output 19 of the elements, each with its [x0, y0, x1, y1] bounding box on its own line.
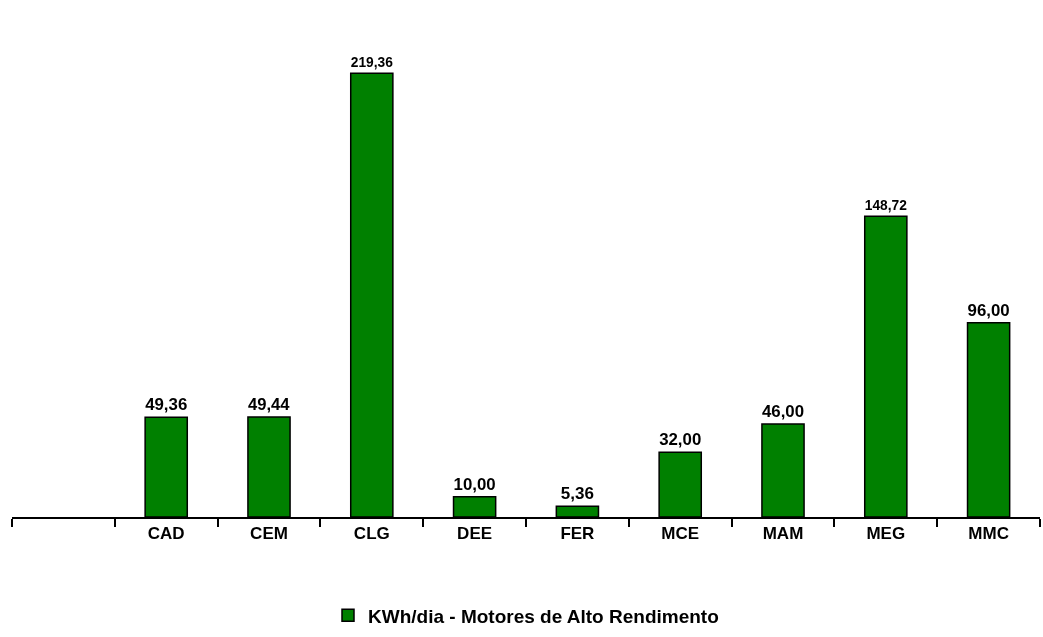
- x-tick-label: CAD: [147, 524, 185, 544]
- x-tick-label: FER: [560, 524, 595, 544]
- data-label: 10,00: [453, 474, 496, 494]
- x-tick-label: CEM: [250, 524, 288, 544]
- data-label: 5,36: [560, 484, 594, 504]
- data-label: 46,00: [761, 402, 805, 422]
- legend-label: KWh/dia - Motores de Alto Rendimento: [368, 605, 719, 627]
- x-tick-label: CLG: [353, 524, 390, 544]
- x-tick-label: MCE: [661, 524, 700, 544]
- data-label: 49,44: [247, 395, 291, 415]
- x-tick-label: MAM: [762, 524, 804, 544]
- x-tick-label: MMC: [968, 524, 1009, 544]
- data-label: 219,36: [350, 55, 394, 71]
- data-label: 148,72: [864, 197, 908, 213]
- data-label: 96,00: [967, 300, 1010, 320]
- data-label: 32,00: [659, 430, 702, 450]
- x-tick-label: MEG: [866, 524, 906, 544]
- x-tick-label: DEE: [457, 524, 493, 544]
- data-label: 49,36: [145, 395, 188, 415]
